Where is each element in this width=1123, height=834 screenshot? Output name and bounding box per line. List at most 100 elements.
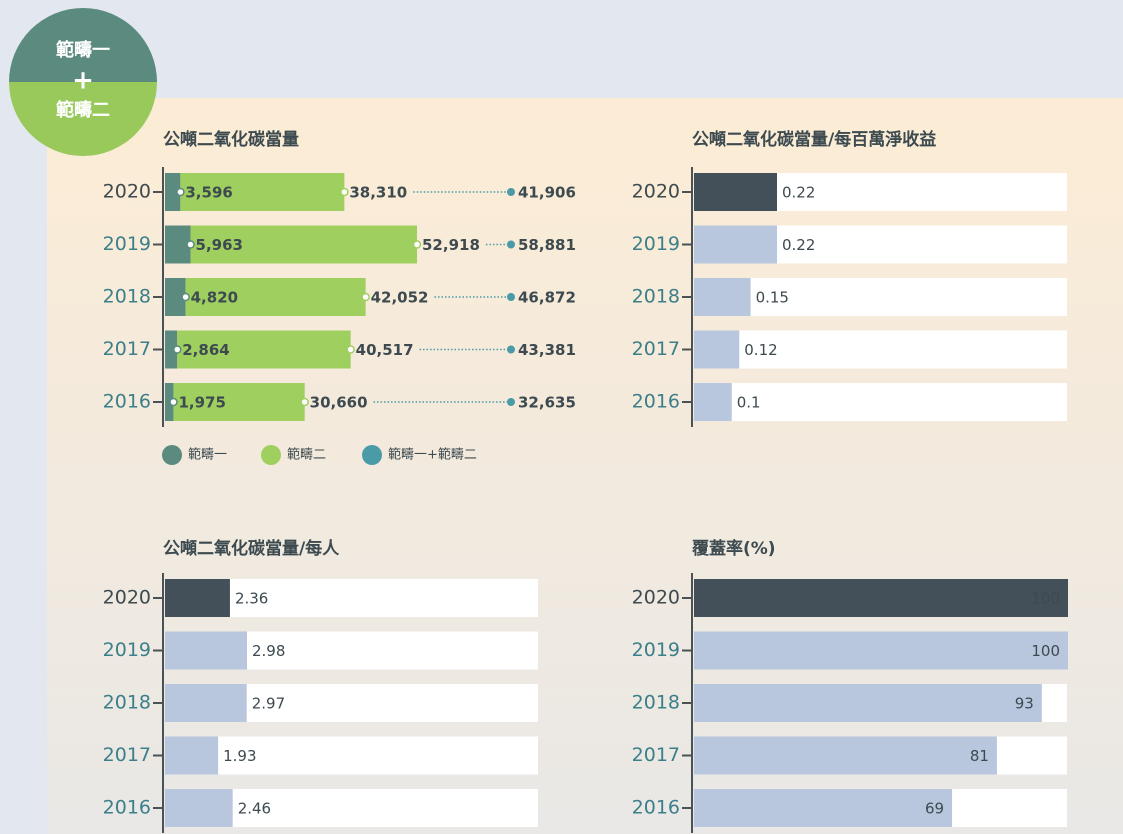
legend-label: 範疇二: [287, 448, 326, 463]
bar: [165, 736, 219, 775]
bar-segment: [173, 383, 305, 421]
value-label: 3,596: [185, 184, 232, 202]
label-dot: [181, 292, 190, 302]
total-dot: [507, 240, 515, 249]
value-label: 100: [1031, 642, 1060, 660]
chart-title: 公噸二氧化碳當量/每人: [163, 538, 340, 559]
value-label: 1.93: [223, 747, 256, 765]
total-label: 43,381: [518, 341, 576, 359]
y-tick-label: 2020: [632, 181, 680, 203]
total-dot: [507, 293, 515, 301]
value-label: 0.12: [744, 341, 777, 359]
value-label: 0.22: [782, 236, 815, 254]
bar: [694, 631, 1068, 670]
y-tick-label: 2016: [632, 797, 680, 819]
total-label: 41,906: [518, 184, 576, 202]
y-tick-label: 2019: [103, 233, 151, 255]
y-tick-label: 2019: [632, 639, 680, 661]
y-tick-label: 2018: [103, 692, 151, 714]
bar-segment: [165, 278, 186, 316]
total-label: 32,635: [518, 394, 576, 412]
value-label: 5,963: [196, 236, 243, 254]
y-tick-label: 2017: [632, 744, 680, 766]
value-label: 30,660: [310, 394, 368, 412]
badge-text: 範疇二: [56, 99, 110, 121]
y-tick-label: 2018: [103, 286, 151, 308]
label-dot: [412, 240, 422, 249]
y-tick-label: 2017: [632, 338, 680, 360]
chart-title: 覆蓋率(%): [692, 538, 776, 559]
label-dot: [173, 345, 182, 354]
bar: [165, 631, 247, 670]
badge-top: [9, 8, 157, 82]
value-label: 42,052: [371, 289, 429, 307]
y-tick-label: 2018: [632, 692, 680, 714]
chart-title: 公噸二氧化碳當量: [163, 129, 299, 150]
bar-segment: [190, 225, 417, 264]
legend-swatch: [261, 445, 281, 465]
value-label: 1,975: [178, 394, 225, 412]
bar-track: [165, 736, 538, 775]
bar-track: [694, 330, 1067, 369]
value-label: 38,310: [349, 184, 407, 202]
bar: [694, 579, 1068, 617]
value-label: 0.22: [782, 184, 815, 202]
legend-swatch: [362, 445, 382, 465]
value-label: 40,517: [356, 341, 414, 359]
value-label: 69: [925, 800, 944, 818]
y-tick-label: 2018: [632, 286, 680, 308]
total-dot: [507, 345, 515, 354]
chart-title: 公噸二氧化碳當量/每百萬淨收益: [692, 129, 936, 150]
total-dot: [507, 188, 515, 196]
value-label: 0.15: [756, 289, 789, 307]
bar: [694, 736, 997, 775]
label-dot: [361, 292, 370, 302]
bar: [165, 579, 230, 617]
y-tick-label: 2019: [632, 233, 680, 255]
label-dot: [346, 345, 355, 354]
label-dot: [300, 397, 309, 407]
legend-swatch: [162, 445, 182, 465]
bar-segment: [185, 278, 366, 316]
bar: [694, 684, 1042, 722]
value-label: 81: [970, 747, 989, 765]
bar: [694, 173, 777, 211]
value-label: 2.97: [252, 695, 285, 713]
label-dot: [186, 240, 195, 249]
y-tick-label: 2016: [632, 391, 680, 413]
legend-label: 範疇一+範疇二: [388, 448, 477, 463]
y-tick-label: 2016: [103, 391, 151, 413]
bar-segment: [165, 330, 178, 369]
value-label: 2.98: [252, 642, 285, 660]
bar: [694, 789, 953, 827]
bar-segment: [165, 225, 191, 264]
bar-segment: [165, 173, 181, 211]
value-label: 93: [1015, 695, 1034, 713]
y-tick-label: 2017: [103, 744, 151, 766]
label-dot: [169, 397, 178, 407]
badge-text: 範疇一: [56, 39, 110, 61]
value-label: 2,864: [182, 341, 229, 359]
value-label: 100: [1031, 590, 1060, 608]
bar: [165, 789, 233, 827]
bar: [694, 225, 777, 264]
value-label: 2.46: [238, 800, 271, 818]
value-label: 4,820: [191, 289, 238, 307]
value-label: 0.1: [737, 394, 761, 412]
legend-label: 範疇一: [188, 448, 227, 463]
value-label: 2.36: [235, 590, 268, 608]
total-label: 46,872: [518, 289, 576, 307]
total-label: 58,881: [518, 236, 576, 254]
badge-text: +: [72, 66, 94, 96]
bar: [694, 383, 732, 421]
value-label: 52,918: [422, 236, 480, 254]
y-tick-label: 2019: [103, 639, 151, 661]
y-tick-label: 2020: [632, 587, 680, 609]
total-dot: [507, 398, 515, 406]
label-dot: [340, 187, 349, 197]
badge-bottom: [9, 82, 157, 156]
bar: [694, 330, 740, 369]
label-dot: [176, 187, 185, 197]
y-tick-label: 2020: [103, 587, 151, 609]
